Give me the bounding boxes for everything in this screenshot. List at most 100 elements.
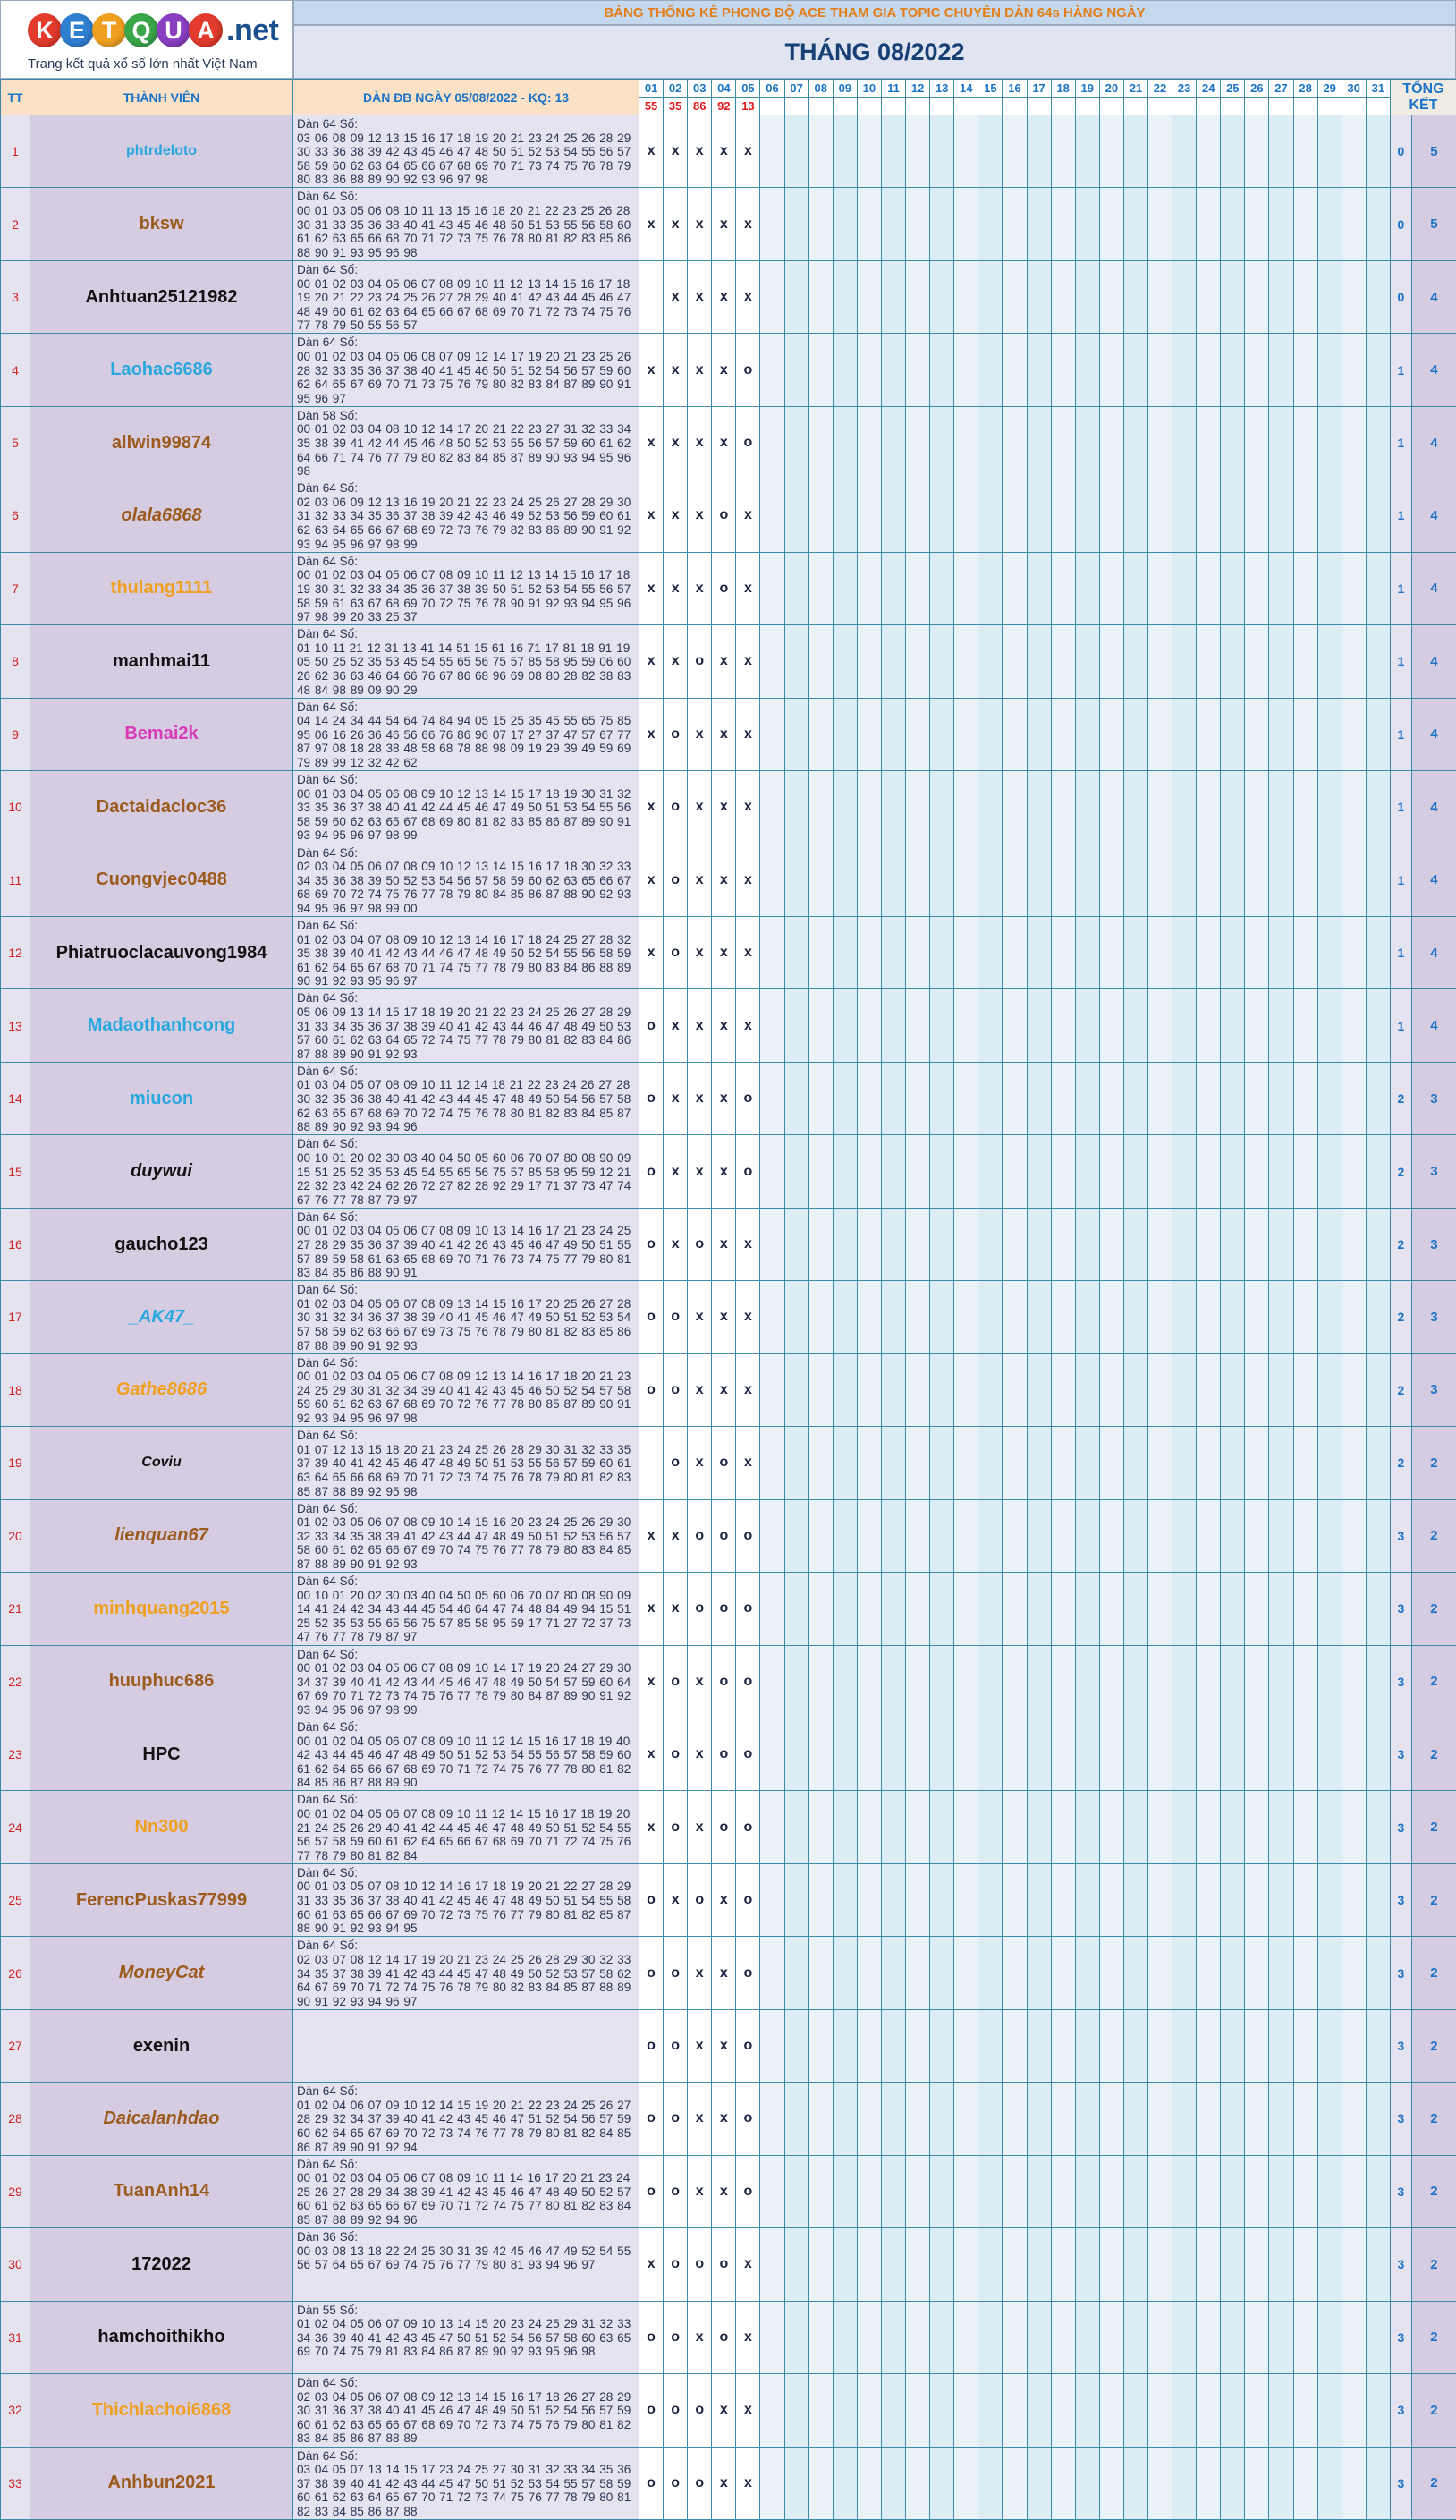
- member-name[interactable]: duywui: [30, 1134, 293, 1209]
- member-name[interactable]: Anhtuan25121982: [30, 259, 293, 335]
- member-name[interactable]: 172022: [30, 2227, 293, 2302]
- logo-suffix: .net: [226, 13, 279, 47]
- day-cell-empty: [905, 1207, 931, 1282]
- day-cell-empty: [1147, 2446, 1173, 2520]
- member-name[interactable]: Dactaidacloc36: [30, 770, 293, 844]
- dan-text: Dàn 64 Số: 04 14 24 34 44 54 64 74 84 94 …: [294, 699, 639, 768]
- day-cell-empty: [856, 2373, 882, 2448]
- day-cell-empty: [1026, 770, 1052, 844]
- day-cell-empty: [1002, 697, 1028, 772]
- member-name[interactable]: minhquang2015: [30, 1572, 293, 1646]
- day-cell-empty: [1002, 187, 1028, 261]
- day-cell-empty: [1365, 770, 1391, 844]
- dan-title: Dàn 64 Số:: [297, 1939, 359, 1953]
- member-name[interactable]: gaucho123: [30, 1207, 293, 1282]
- day-result-empty: [856, 97, 882, 115]
- day-cell-empty: [808, 2373, 834, 2448]
- total-hit: 4: [1410, 405, 1456, 480]
- total-hit: 2: [1410, 2446, 1456, 2520]
- day-cell-empty: [1026, 114, 1052, 189]
- day-header: 16: [1002, 79, 1028, 98]
- day-cell-empty: [1316, 915, 1342, 990]
- day-cell-empty: [1268, 1426, 1294, 1500]
- day-cell-empty: [1196, 1280, 1222, 1354]
- day-cell-empty: [1147, 333, 1173, 407]
- table-row: 16 gaucho123 Dàn 64 Số: 00 01 02 03 04 05 0…: [0, 1207, 1456, 1282]
- member-name[interactable]: miucon: [30, 1061, 293, 1136]
- hit-mark: x: [687, 843, 713, 917]
- total-hit: 4: [1410, 843, 1456, 917]
- member-name[interactable]: FerencPuskas77999: [30, 1862, 293, 1938]
- dan-cell: Dàn 64 Số: 00 10 01 20 02 30 03 40 04 50 …: [292, 1134, 639, 1209]
- member-name[interactable]: Laohac6686: [30, 333, 293, 407]
- member-name[interactable]: Thichlachoi6868: [30, 2373, 293, 2448]
- total-hit: 4: [1410, 259, 1456, 335]
- member-name[interactable]: huuphuc686: [30, 1644, 293, 1718]
- day-cell-empty: [880, 1790, 907, 1864]
- miss-mark: o: [735, 2082, 761, 2156]
- total-miss: 1: [1389, 697, 1412, 772]
- day-cell-empty: [929, 1644, 955, 1718]
- member-name[interactable]: exenin: [30, 2008, 293, 2083]
- member-name[interactable]: manhmai11: [30, 624, 293, 699]
- hit-mark: x: [711, 2446, 737, 2520]
- day-cell-empty: [1050, 405, 1076, 480]
- hit-mark: x: [687, 697, 713, 772]
- hit-mark: x: [638, 405, 665, 480]
- day-cell-empty: [1074, 479, 1100, 553]
- day-cell-empty: [759, 1207, 785, 1282]
- hit-mark: x: [663, 1061, 689, 1136]
- member-name[interactable]: olala6868: [30, 479, 293, 553]
- member-name[interactable]: lienquan67: [30, 1498, 293, 1574]
- day-cell-empty: [1220, 405, 1246, 480]
- miss-mark: o: [638, 1207, 665, 1282]
- day-cell-empty: [1244, 405, 1270, 480]
- day-result-empty: [1026, 97, 1052, 115]
- member-name[interactable]: Daicalanhdao: [30, 2082, 293, 2156]
- dan-title: Dàn 64 Số:: [297, 2084, 359, 2099]
- day-cell-empty: [1074, 1280, 1100, 1354]
- day-cell-empty: [1147, 1644, 1173, 1718]
- day-cell-empty: [1098, 1061, 1124, 1136]
- member-name[interactable]: Nn300: [30, 1790, 293, 1864]
- member-name[interactable]: Cuongvjec0488: [30, 843, 293, 917]
- day-cell-empty: [905, 1572, 931, 1646]
- day-cell-empty: [1292, 1498, 1318, 1574]
- member-name[interactable]: hamchoithikho: [30, 2300, 293, 2375]
- member-name[interactable]: _AK47_: [30, 1280, 293, 1354]
- day-cell-empty: [1098, 2300, 1124, 2375]
- day-cell-empty: [1365, 259, 1391, 335]
- day-header: 17: [1026, 79, 1052, 98]
- day-cell-empty: [1122, 1498, 1148, 1574]
- hit-mark: x: [735, 114, 761, 189]
- total-miss: 1: [1389, 624, 1412, 699]
- day-cell-empty: [808, 114, 834, 189]
- hit-mark: x: [711, 697, 737, 772]
- day-cell-empty: [1268, 1572, 1294, 1646]
- member-name[interactable]: thulang1111: [30, 551, 293, 626]
- day-cell-empty: [808, 1061, 834, 1136]
- member-name[interactable]: allwin99874: [30, 405, 293, 480]
- table-header-row: TT THÀNH VIÊN DÀN ĐB NGÀY 05/08/2022 - K…: [0, 79, 1456, 115]
- day-cell-empty: [1172, 2373, 1198, 2448]
- member-name[interactable]: MoneyCat: [30, 1936, 293, 2010]
- hit-mark: x: [735, 1280, 761, 1354]
- member-name[interactable]: Bemai2k: [30, 697, 293, 772]
- day-cell-empty: [1268, 1790, 1294, 1864]
- day-cell-empty: [929, 697, 955, 772]
- member-name[interactable]: Anhbun2021: [30, 2446, 293, 2520]
- day-cell-empty: [1220, 1134, 1246, 1209]
- member-name[interactable]: Gathe8686: [30, 1353, 293, 1428]
- member-name[interactable]: TuanAnh14: [30, 2154, 293, 2229]
- member-name[interactable]: Phiatruoclacauvong1984: [30, 915, 293, 990]
- day-cell-empty: [759, 551, 785, 626]
- member-name[interactable]: HPC: [30, 1717, 293, 1792]
- day-header: 15: [978, 79, 1003, 98]
- member-name[interactable]: Madaothanhcong: [30, 988, 293, 1063]
- day-cell-empty: [1050, 770, 1076, 844]
- hit-mark: x: [638, 114, 665, 189]
- member-name[interactable]: Coviu: [30, 1426, 293, 1500]
- member-name[interactable]: bksw: [30, 187, 293, 261]
- member-name[interactable]: phtrdeloto: [30, 114, 293, 189]
